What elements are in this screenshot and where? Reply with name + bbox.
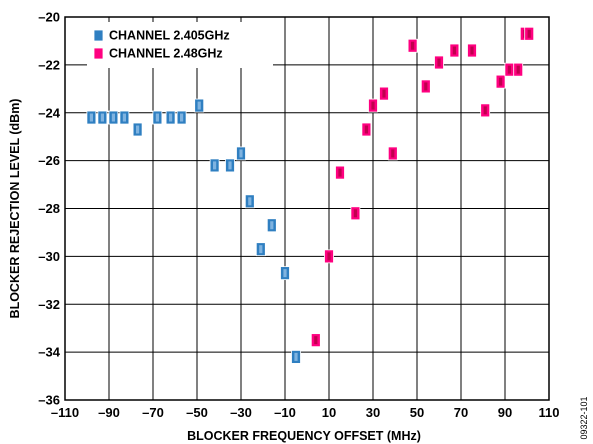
data-point-highlight bbox=[259, 245, 263, 254]
data-point-highlight bbox=[111, 113, 115, 122]
data-point-highlight bbox=[270, 221, 274, 230]
data-layer bbox=[86, 26, 535, 364]
data-point-highlight bbox=[382, 89, 386, 98]
x-tick-label: 50 bbox=[410, 405, 424, 420]
y-tick-label: –28 bbox=[38, 201, 60, 216]
data-point-highlight bbox=[437, 58, 441, 67]
data-point-highlight bbox=[499, 77, 503, 86]
x-tick-label: 10 bbox=[322, 405, 336, 420]
legend-marker-channel-248 bbox=[93, 47, 104, 60]
grid-layer bbox=[64, 16, 550, 401]
x-tick-label: –90 bbox=[98, 405, 120, 420]
data-point-highlight bbox=[136, 125, 140, 134]
x-tick-label: –30 bbox=[230, 405, 252, 420]
data-point-highlight bbox=[371, 101, 375, 110]
y-tick-label: –20 bbox=[38, 10, 60, 25]
data-point-highlight bbox=[516, 65, 520, 74]
data-point-highlight bbox=[424, 82, 428, 91]
data-point-highlight bbox=[507, 65, 511, 74]
data-point-highlight bbox=[452, 46, 456, 55]
data-point-highlight bbox=[283, 269, 287, 278]
legend-box bbox=[87, 22, 273, 68]
data-point-highlight bbox=[122, 113, 126, 122]
x-tick-label: –50 bbox=[186, 405, 208, 420]
x-tick-label: 70 bbox=[454, 405, 468, 420]
plot-frame bbox=[64, 16, 550, 401]
data-point-highlight bbox=[353, 209, 357, 218]
legend-label-channel-2405: CHANNEL 2.405GHz bbox=[109, 29, 230, 43]
y-tick-label: –36 bbox=[38, 393, 60, 408]
data-point-highlight bbox=[314, 336, 318, 345]
legend: CHANNEL 2.405GHz CHANNEL 2.48GHz bbox=[87, 22, 273, 68]
y-axis-title: BLOCKER REJECTION LEVEL (dBm) bbox=[8, 99, 22, 319]
data-point-highlight bbox=[89, 113, 93, 122]
data-point-highlight bbox=[470, 46, 474, 55]
data-point-highlight bbox=[338, 168, 342, 177]
data-point-highlight bbox=[327, 252, 331, 261]
data-point-highlight bbox=[411, 41, 415, 50]
x-tick-label: –110 bbox=[51, 405, 79, 420]
x-tick-label: –70 bbox=[142, 405, 164, 420]
x-tick-label: –10 bbox=[274, 405, 296, 420]
x-tick-label: 110 bbox=[539, 405, 560, 420]
tick-labels: –110 –90 –70 –50 –30 –10 10 30 50 70 90 110 –36 –34 –3… bbox=[38, 10, 559, 421]
y-tick-label: –34 bbox=[38, 345, 60, 360]
data-point-highlight bbox=[527, 29, 531, 38]
x-tick-label: 30 bbox=[366, 405, 380, 420]
x-tick-label: 90 bbox=[498, 405, 512, 420]
y-tick-label: –30 bbox=[38, 249, 60, 264]
data-point-highlight bbox=[213, 161, 217, 170]
data-point-highlight bbox=[169, 113, 173, 122]
data-point-highlight bbox=[294, 352, 298, 361]
y-tick-label: –26 bbox=[38, 153, 60, 168]
data-point-highlight bbox=[391, 149, 395, 158]
data-point-highlight bbox=[364, 125, 368, 134]
y-tick-label: –22 bbox=[38, 57, 60, 72]
y-tick-label: –32 bbox=[38, 297, 60, 312]
data-point-highlight bbox=[155, 113, 159, 122]
data-point-highlight bbox=[180, 113, 184, 122]
data-point-highlight bbox=[197, 101, 201, 110]
legend-marker-channel-2405 bbox=[93, 29, 104, 42]
data-point-highlight bbox=[100, 113, 104, 122]
data-point-highlight bbox=[228, 161, 232, 170]
y-tick-label: –24 bbox=[38, 105, 60, 120]
legend-label-channel-248: CHANNEL 2.48GHz bbox=[109, 47, 223, 61]
figure-id: 09322-101 bbox=[579, 396, 589, 439]
x-axis-title: BLOCKER FREQUENCY OFFSET (MHz) bbox=[187, 429, 421, 443]
data-point-highlight bbox=[248, 197, 252, 206]
data-point-highlight bbox=[239, 149, 243, 158]
data-point-highlight bbox=[483, 106, 487, 115]
